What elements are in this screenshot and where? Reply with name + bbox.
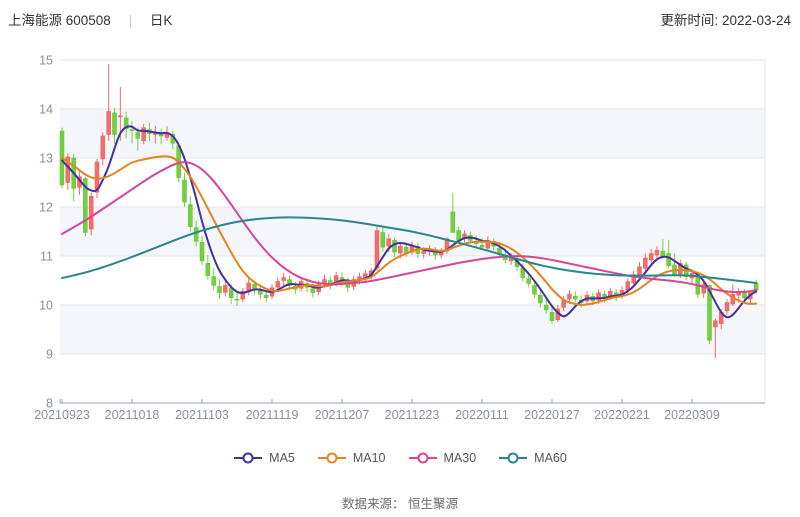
data-source-note: 数据来源： 恒生聚源	[342, 497, 458, 511]
legend-item-ma5[interactable]: MA5	[233, 451, 295, 465]
svg-text:10: 10	[39, 299, 53, 313]
svg-text:20220127: 20220127	[524, 408, 580, 422]
svg-text:12: 12	[39, 201, 53, 215]
svg-text:20211103: 20211103	[175, 408, 229, 422]
svg-text:20211119: 20211119	[246, 408, 299, 422]
ma5-legend-marker-icon	[234, 452, 263, 464]
svg-text:13: 13	[39, 152, 53, 166]
legend-label-ma30: MA30	[443, 451, 477, 465]
legend-label-ma10: MA10	[352, 451, 386, 465]
kline-chart[interactable]: 8 9 10 11 12 13 14 15 20210923 20211018 20211103 20…	[0, 0, 800, 432]
svg-text:9: 9	[46, 348, 53, 362]
stock-title: 上海能源 600508	[8, 13, 111, 28]
legend-label-ma60: MA60	[534, 451, 567, 465]
kline-chart-area[interactable]: 8 9 10 11 12 13 14 15 20210923 20211018 20211103 20…	[0, 0, 800, 437]
svg-text:20220309: 20220309	[664, 408, 720, 422]
svg-text:20220221: 20220221	[594, 408, 650, 422]
svg-text:20210923: 20210923	[34, 408, 90, 422]
legend-label-ma5: MA5	[269, 451, 295, 465]
svg-text:20211223: 20211223	[385, 408, 440, 422]
legend-item-ma10[interactable]: MA10	[317, 451, 386, 465]
chart-header: 上海能源 600508 | 日K	[8, 9, 172, 29]
ma10-legend-marker-icon	[317, 452, 346, 464]
ma30-legend-marker-icon	[408, 452, 437, 464]
legend-item-ma30[interactable]: MA30	[408, 451, 477, 465]
svg-text:8: 8	[46, 397, 53, 411]
svg-text:11: 11	[40, 250, 53, 264]
header-divider: |	[128, 13, 133, 28]
period-tab-daily-k[interactable]: 日K	[149, 13, 173, 28]
svg-text:20220111: 20220111	[455, 408, 509, 422]
svg-text:15: 15	[39, 54, 53, 68]
svg-text:20211018: 20211018	[105, 408, 160, 422]
update-time: 更新时间: 2022-03-24	[660, 13, 791, 28]
svg-text:20211207: 20211207	[315, 408, 370, 422]
ma60-legend-marker-icon	[499, 452, 528, 464]
legend-item-ma60[interactable]: MA60	[498, 451, 567, 465]
ma-legend: MA5 MA10 MA30 MA60	[0, 451, 800, 465]
svg-text:14: 14	[39, 103, 53, 117]
